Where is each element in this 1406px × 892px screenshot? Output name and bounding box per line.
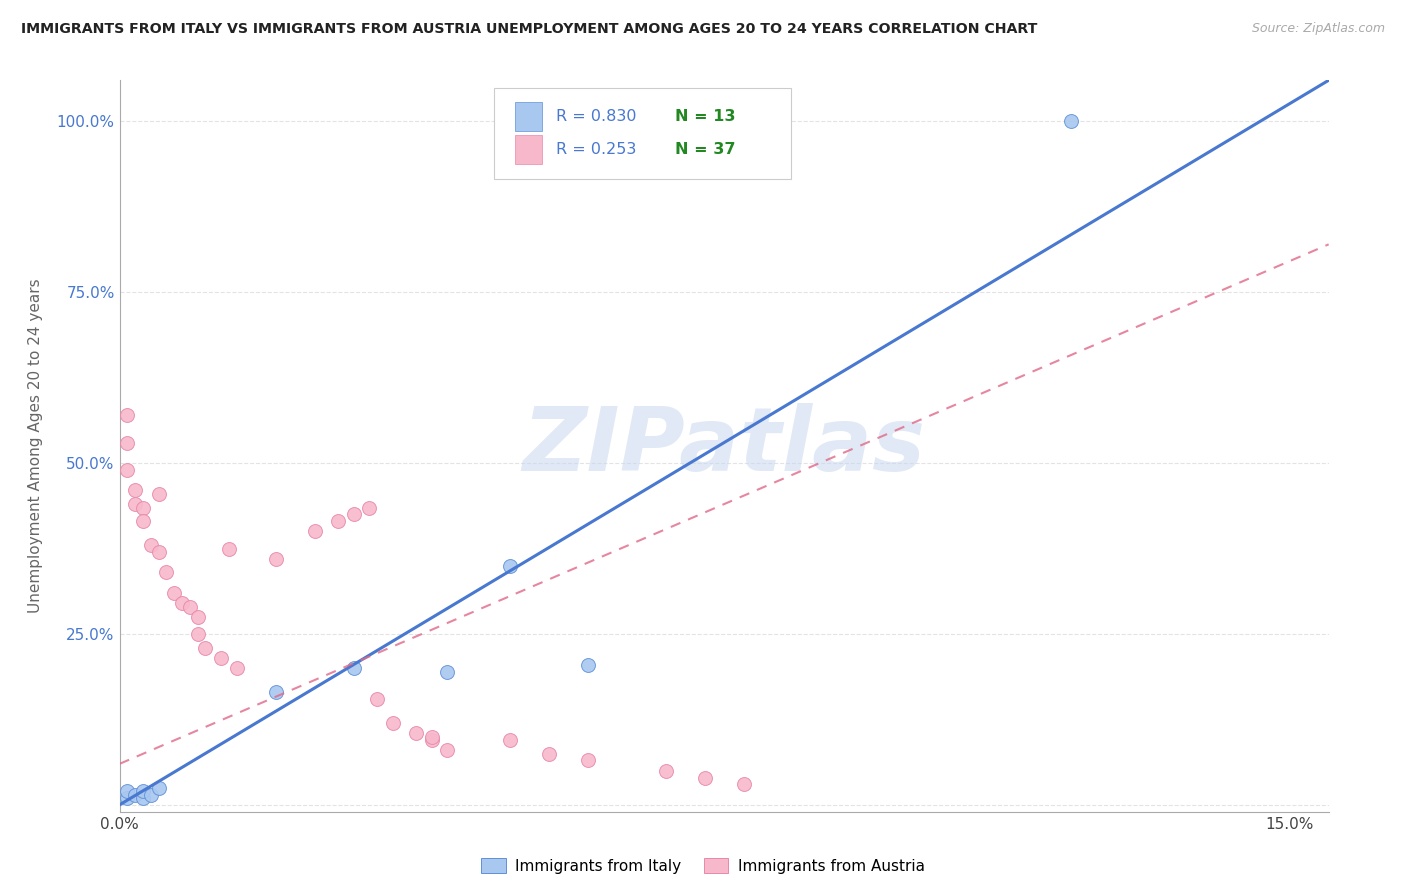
Point [326,514,349,528]
Point [209,651,232,665]
Point [132,784,155,798]
Point [132,500,155,515]
FancyBboxPatch shape [515,103,541,131]
Point [366,692,388,706]
Point [124,483,146,498]
Point [693,771,716,785]
Point [163,586,186,600]
Text: R = 0.830: R = 0.830 [555,110,637,124]
FancyBboxPatch shape [515,136,541,164]
Point [124,788,146,802]
Point [264,685,287,699]
Point [436,665,458,679]
Point [436,743,458,757]
Point [381,715,404,730]
Point [194,640,217,655]
Point [139,788,162,802]
Point [139,538,162,552]
Point [186,610,208,624]
Text: N = 13: N = 13 [675,110,735,124]
Point [498,733,520,747]
Point [132,791,155,805]
Point [225,661,247,675]
Point [117,409,139,423]
Point [148,487,170,501]
Text: IMMIGRANTS FROM ITALY VS IMMIGRANTS FROM AUSTRIA UNEMPLOYMENT AMONG AGES 20 TO 2: IMMIGRANTS FROM ITALY VS IMMIGRANTS FROM… [21,22,1038,37]
Point [117,435,139,450]
Point [186,627,208,641]
Point [420,730,443,744]
Point [576,657,599,672]
Point [124,497,146,511]
Y-axis label: Unemployment Among Ages 20 to 24 years: Unemployment Among Ages 20 to 24 years [28,278,42,614]
Point [148,780,170,795]
Text: R = 0.253: R = 0.253 [555,142,637,157]
Point [304,524,326,539]
Point [359,500,381,515]
Point [148,545,170,559]
Point [117,463,139,477]
Point [420,733,443,747]
Point [218,541,240,556]
Point [117,784,139,798]
Point [342,661,364,675]
Point [405,726,427,740]
Point [264,551,287,566]
Text: N = 37: N = 37 [675,142,735,157]
Point [179,599,201,614]
Point [155,566,177,580]
Point [537,747,560,761]
Point [1060,114,1083,128]
Point [576,754,599,768]
Point [117,791,139,805]
Point [733,777,755,791]
Point [654,764,676,778]
FancyBboxPatch shape [495,87,790,179]
Point [498,558,520,573]
Point [132,514,155,528]
Point [342,508,364,522]
Legend: Immigrants from Italy, Immigrants from Austria: Immigrants from Italy, Immigrants from A… [475,852,931,880]
Point [170,596,193,610]
Text: ZIPatlas: ZIPatlas [523,402,925,490]
Text: Source: ZipAtlas.com: Source: ZipAtlas.com [1251,22,1385,36]
